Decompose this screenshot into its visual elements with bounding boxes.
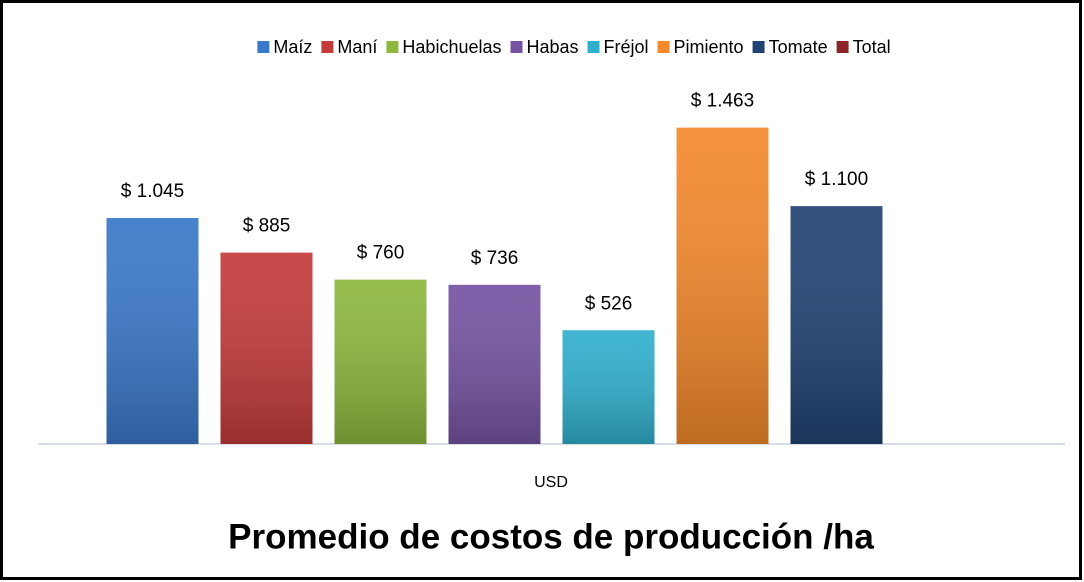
bar-shade	[334, 279, 427, 444]
data-label: $ 760	[357, 243, 405, 264]
legend-swatch	[386, 41, 399, 53]
legend-label: Pimiento	[674, 37, 744, 57]
legend-swatch	[321, 41, 334, 53]
legend-swatch	[657, 41, 670, 53]
data-label: $ 885	[243, 216, 291, 237]
legend-label: Tomate	[769, 37, 828, 57]
legend-swatch	[836, 41, 849, 53]
data-label: $ 1.045	[121, 181, 184, 202]
bar-shade	[106, 218, 199, 444]
legend-swatch	[257, 41, 270, 53]
legend-swatch	[510, 41, 523, 53]
bar-shade	[448, 284, 541, 444]
bar-shade	[562, 330, 655, 444]
legend-label: Habas	[526, 37, 578, 57]
legend-label: Total	[853, 37, 891, 57]
data-label: $ 736	[471, 248, 519, 269]
legend-label: Maíz	[273, 37, 312, 57]
data-label: $ 526	[585, 293, 633, 314]
legend-label: Habichuelas	[402, 37, 501, 57]
bar-shade	[220, 252, 313, 444]
legend-swatch	[752, 41, 765, 53]
data-label: $ 1.100	[805, 169, 868, 190]
legend-label: Fréjol	[604, 37, 649, 57]
data-label: $ 1.463	[691, 91, 754, 112]
bar-shade	[676, 127, 769, 444]
legend-label: Maní	[337, 37, 377, 57]
x-tick-label: USD	[534, 474, 568, 491]
chart-title: Promedio de costos de producción /ha	[228, 517, 874, 556]
bar-shade	[790, 206, 883, 444]
legend-swatch	[587, 41, 600, 53]
